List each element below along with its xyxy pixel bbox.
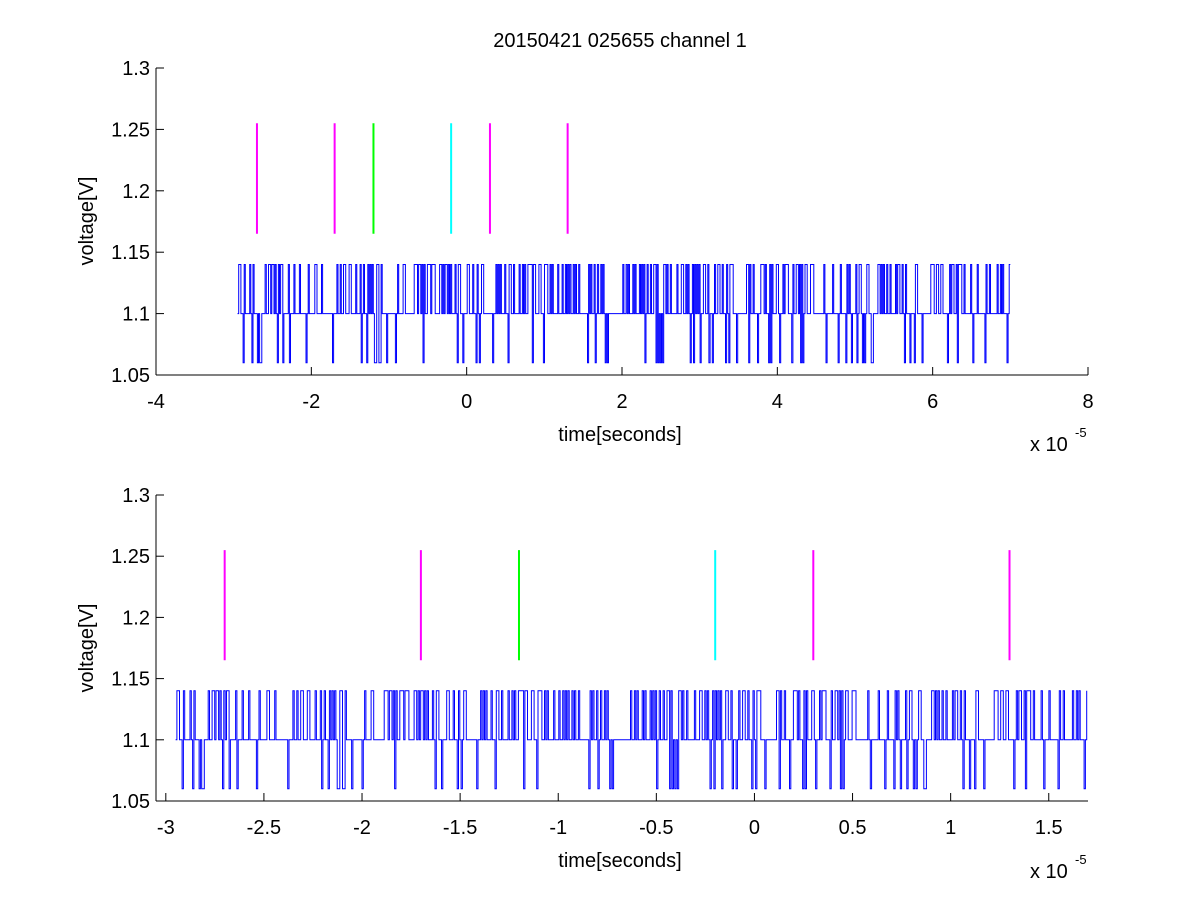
top-y-tick-label: 1.05	[111, 365, 150, 387]
top-y-axis-label: voltage[V]	[76, 177, 98, 266]
top-signal-trace	[237, 264, 1011, 364]
bottom-y-tick-label: 1.3	[122, 485, 150, 507]
bottom-y-tick-label: 1.25	[111, 546, 150, 568]
top-signal-trace-group	[237, 264, 1011, 364]
top-y-ticks: 1.05 1.1 1.15 1.2 1.25 1.3	[111, 58, 164, 387]
top-x-tick-label: 4	[772, 391, 783, 413]
bottom-x-tick-label: -3	[157, 817, 175, 839]
top-y-tick-label: 1.2	[122, 181, 150, 203]
top-x-axis-label: time[seconds]	[558, 424, 681, 446]
bottom-x-tick-label: -1.5	[443, 817, 477, 839]
bottom-x-axis-label: time[seconds]	[558, 850, 681, 872]
top-x-exponent-base: x 10	[1030, 434, 1068, 456]
bottom-marker-group	[223, 550, 1011, 661]
top-x-ticks: -4 -2 0 2 4 6 8	[147, 367, 1094, 413]
bottom-x-exponent-power: -5	[1075, 852, 1087, 867]
top-x-tick-label: 6	[927, 391, 938, 413]
bottom-y-ticks: 1.05 1.1 1.15 1.2 1.25 1.3	[111, 485, 164, 813]
top-x-tick-label: -4	[147, 391, 165, 413]
bottom-x-tick-label: 1.5	[1035, 817, 1063, 839]
top-marker-group	[255, 123, 569, 234]
figure-title: 20150421 025655 channel 1	[493, 30, 747, 52]
bottom-y-tick-label: 1.15	[111, 669, 150, 691]
bottom-y-tick-label: 1.1	[122, 730, 150, 752]
bottom-x-tick-label: 1	[945, 817, 956, 839]
bottom-x-exponent-base: x 10	[1030, 861, 1068, 883]
bottom-y-tick-label: 1.2	[122, 607, 150, 629]
bottom-subplot: 1.05 1.1 1.15 1.2 1.25 1.3 -3 -2.5 -2 -1.5 -1 -0.5…	[76, 485, 1088, 883]
top-x-exponent-power: -5	[1075, 425, 1087, 440]
top-y-tick-label: 1.25	[111, 119, 150, 141]
bottom-signal-trace	[175, 690, 1088, 790]
bottom-signal-trace-group	[175, 690, 1088, 790]
top-x-tick-label: 8	[1082, 391, 1093, 413]
bottom-x-tick-label: -2.5	[247, 817, 281, 839]
top-y-tick-label: 1.1	[122, 304, 150, 326]
top-x-tick-label: 0	[461, 391, 472, 413]
bottom-x-tick-label: 0.5	[839, 817, 867, 839]
bottom-x-tick-label: -0.5	[639, 817, 673, 839]
top-subplot: 1.05 1.1 1.15 1.2 1.25 1.3 -4 -2 0 2 4 6 8 time[sec…	[76, 58, 1094, 456]
top-y-tick-label: 1.15	[111, 242, 150, 264]
bottom-x-ticks: -3 -2.5 -2 -1.5 -1 -0.5 0 0.5 1 1.5	[157, 793, 1063, 839]
bottom-x-tick-label: -1	[549, 817, 567, 839]
top-y-tick-label: 1.3	[122, 58, 150, 80]
bottom-y-tick-label: 1.05	[111, 791, 150, 813]
top-x-tick-label: 2	[616, 391, 627, 413]
bottom-y-axis-label: voltage[V]	[76, 604, 98, 693]
bottom-x-tick-label: -2	[353, 817, 371, 839]
top-x-tick-label: -2	[302, 391, 320, 413]
bottom-x-tick-label: 0	[749, 817, 760, 839]
